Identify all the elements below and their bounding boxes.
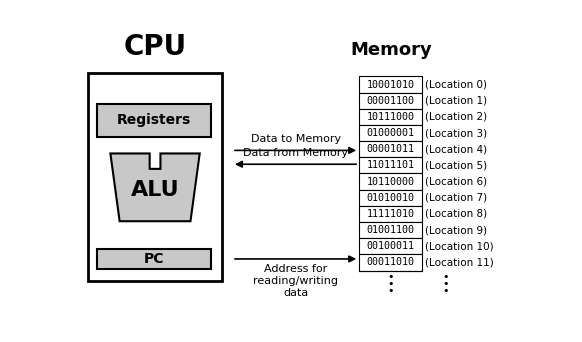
Bar <box>97 249 211 269</box>
Text: 10111000: 10111000 <box>367 112 414 122</box>
Text: 10001010: 10001010 <box>367 80 414 90</box>
Bar <box>359 125 423 141</box>
Text: •: • <box>442 279 449 289</box>
Text: (Location 3): (Location 3) <box>425 128 488 138</box>
Text: 00001100: 00001100 <box>367 96 414 106</box>
Text: Memory: Memory <box>350 41 432 59</box>
Text: •: • <box>388 279 394 289</box>
Bar <box>359 93 423 109</box>
Text: •: • <box>442 286 449 295</box>
Bar <box>359 157 423 173</box>
Text: 01000001: 01000001 <box>367 128 414 138</box>
Text: ALU: ALU <box>131 181 179 200</box>
Text: •: • <box>442 272 449 282</box>
Text: 00001011: 00001011 <box>367 144 414 154</box>
Text: •: • <box>388 272 394 282</box>
Text: (Location 4): (Location 4) <box>425 144 488 154</box>
Text: 00011010: 00011010 <box>367 258 414 267</box>
Bar <box>359 77 423 93</box>
Text: (Location 10): (Location 10) <box>425 241 494 251</box>
Bar <box>88 74 222 281</box>
Text: 00100011: 00100011 <box>367 241 414 251</box>
Text: (Location 8): (Location 8) <box>425 209 488 219</box>
Polygon shape <box>111 154 200 221</box>
Bar <box>359 254 423 271</box>
Text: Address for
reading/writing
data: Address for reading/writing data <box>254 264 339 298</box>
Bar <box>97 104 211 136</box>
Bar <box>359 238 423 254</box>
Text: 11011101: 11011101 <box>367 160 414 170</box>
Bar <box>359 206 423 222</box>
Bar <box>359 109 423 125</box>
Text: (Location 2): (Location 2) <box>425 112 488 122</box>
Bar <box>359 222 423 238</box>
Text: CPU: CPU <box>123 33 187 61</box>
Text: (Location 1): (Location 1) <box>425 96 488 106</box>
Bar <box>359 141 423 157</box>
Text: 01010010: 01010010 <box>367 193 414 203</box>
Text: 11111010: 11111010 <box>367 209 414 219</box>
Text: Data to Memory: Data to Memory <box>251 134 341 144</box>
Text: (Location 6): (Location 6) <box>425 176 488 187</box>
Text: (Location 9): (Location 9) <box>425 225 488 235</box>
Bar <box>359 190 423 206</box>
Text: (Location 11): (Location 11) <box>425 258 494 267</box>
Bar <box>359 173 423 190</box>
Text: Registers: Registers <box>117 113 191 127</box>
Text: (Location 5): (Location 5) <box>425 160 488 170</box>
Text: (Location 7): (Location 7) <box>425 193 488 203</box>
Text: (Location 0): (Location 0) <box>425 80 487 90</box>
Text: 01001100: 01001100 <box>367 225 414 235</box>
Text: 10110000: 10110000 <box>367 176 414 187</box>
Text: •: • <box>388 286 394 295</box>
Text: PC: PC <box>144 252 165 266</box>
Text: Data from Memory: Data from Memory <box>243 148 349 158</box>
